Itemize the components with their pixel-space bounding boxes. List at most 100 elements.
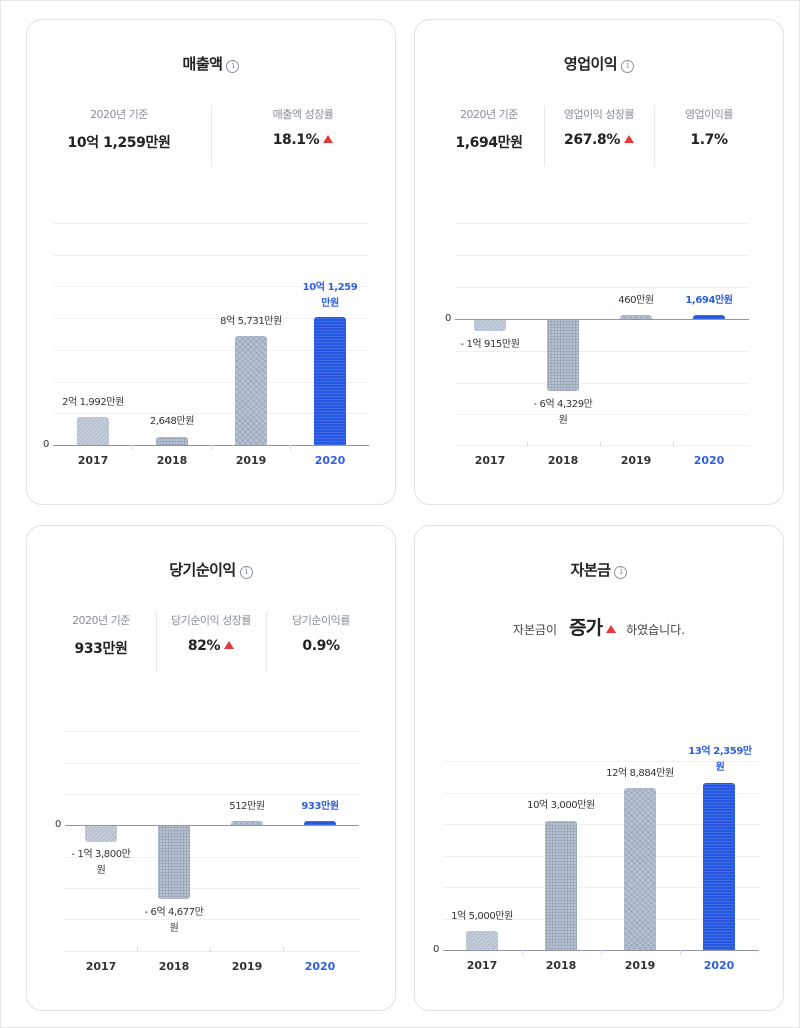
x-tick-label: 2017 — [77, 454, 109, 467]
x-tick-label: 2019 — [624, 959, 656, 972]
bar-value-label: 460만원 — [618, 295, 654, 306]
stat-growth: 당기순이익 성장률 82% — [156, 612, 266, 672]
stat-value: 10억 1,259만원 — [67, 135, 171, 151]
bar-2020[interactable] — [304, 821, 336, 825]
bar-2020[interactable] — [314, 317, 346, 445]
info-icon[interactable]: i — [621, 60, 635, 73]
net-income-card: 당기순이익 i 2020년 기준 933만원 당기순이익 성장률 82% 당기순이… — [26, 525, 396, 1011]
stat-value: 82% — [156, 638, 266, 654]
bar-2017[interactable] — [474, 320, 506, 331]
stat-value: 1,694만원 — [455, 135, 523, 151]
operating-title-text: 영업이익 — [563, 55, 618, 73]
zero-label: 0 — [433, 944, 440, 955]
x-tick-label: 2018 — [158, 960, 190, 973]
net-title: 당기순이익 i — [27, 559, 395, 580]
gridline — [443, 856, 759, 857]
bar-value-label: 1,694만원 — [685, 295, 733, 306]
gridline — [443, 761, 759, 762]
capital-title: 자본금 i — [415, 559, 783, 580]
zero-label: 0 — [55, 819, 62, 830]
zero-axis — [455, 319, 749, 320]
bar-value-label: - 1억 915만원 — [460, 339, 520, 350]
capital-title-text: 자본금 — [570, 561, 611, 579]
gridline — [455, 445, 749, 446]
stat-label: 당기순이익률 — [292, 614, 350, 627]
x-tick-label: 2019 — [620, 454, 652, 467]
x-tick-label: 2017 — [474, 454, 506, 467]
stat-value: 267.8% — [544, 132, 654, 148]
tick — [601, 950, 602, 955]
info-icon[interactable]: i — [226, 60, 240, 73]
stat-base: 2020년 기준 1,694만원 — [434, 106, 544, 152]
bar-2017[interactable] — [77, 417, 109, 445]
stat-growth: 영업이익 성장률 267.8% — [544, 106, 654, 166]
tick — [522, 950, 523, 955]
tick — [210, 947, 211, 952]
gridline — [53, 382, 369, 383]
tick — [527, 442, 528, 447]
x-tick-label: 2019 — [235, 454, 267, 467]
capital-card: 자본금 i 자본금이 증가 하였습니다. 0 1억 5,000만원 10억 3,000… — [414, 525, 784, 1011]
bar-2018[interactable] — [547, 320, 579, 391]
x-tick-label: 2018 — [547, 454, 579, 467]
bar-2018[interactable] — [156, 437, 188, 445]
bar-2019[interactable] — [624, 788, 656, 950]
bar-2019[interactable] — [235, 336, 267, 445]
gridline — [455, 287, 749, 288]
gridline — [65, 951, 359, 952]
capital-chart: 0 1억 5,000만원 10억 3,000만원 12억 8,884만원 13억… — [433, 736, 759, 996]
stat-label: 2020년 기준 — [460, 108, 518, 121]
bar-2019[interactable] — [620, 315, 652, 319]
gridline — [455, 223, 749, 224]
bar-2020[interactable] — [693, 315, 725, 319]
bar-value-label: 12억 8,884만원 — [606, 768, 674, 779]
revenue-chart: 0 2억 1,992만원 2,648만원 8억 5,731만원 10억 1,25… — [43, 220, 369, 480]
bar-value-label: - 6억 4,677만원 — [144, 907, 204, 934]
gridline — [443, 919, 759, 920]
bar-2018[interactable] — [158, 826, 190, 899]
tick — [290, 445, 291, 450]
stat-label: 2020년 기준 — [90, 108, 148, 121]
stat-margin: 당기순이익률 0.9% — [266, 612, 376, 672]
bar-2019[interactable] — [231, 821, 263, 825]
x-tick-label: 2018 — [156, 454, 188, 467]
bar-value-label: - 6억 4,329만원 — [533, 399, 593, 426]
bar-value-label: - 1억 3,800만원 — [71, 849, 131, 876]
tick — [673, 442, 674, 447]
gridline — [53, 318, 369, 319]
stat-label: 당기순이익 성장률 — [171, 614, 251, 627]
stat-value: 933만원 — [74, 641, 128, 657]
up-arrow-icon — [224, 641, 235, 649]
stat-growth: 매출액 성장률 18.1% — [211, 106, 395, 166]
tick — [132, 445, 133, 450]
gridline — [53, 350, 369, 351]
revenue-card: 매출액 i 2020년 기준 10억 1,259만원 매출액 성장률 18.1% … — [26, 19, 396, 505]
stat-base: 2020년 기준 933만원 — [46, 612, 156, 658]
bar-2017[interactable] — [85, 826, 117, 842]
info-icon[interactable]: i — [614, 566, 628, 579]
stat-margin: 영업이익률 1.7% — [654, 106, 764, 166]
bar-2017[interactable] — [466, 931, 498, 950]
gridline — [53, 255, 369, 256]
x-tick-label: 2019 — [231, 960, 263, 973]
tick — [680, 950, 681, 955]
info-icon[interactable]: i — [239, 566, 253, 579]
bar-2018[interactable] — [545, 821, 577, 950]
revenue-stats: 2020년 기준 10억 1,259만원 매출액 성장률 18.1% — [27, 106, 395, 166]
x-tick-label: 2020 — [314, 454, 346, 467]
bar-2020[interactable] — [703, 783, 735, 950]
gridline — [53, 223, 369, 224]
sentence-prefix: 자본금이 — [512, 623, 558, 637]
stat-label: 영업이익 성장률 — [563, 108, 635, 121]
bar-value-label: 933만원 — [301, 801, 339, 812]
tick — [283, 947, 284, 952]
operating-chart: 0 - 1억 915만원 - 6억 4,329만원 460만원 1,694만원 … — [445, 220, 749, 480]
gridline — [443, 824, 759, 825]
capital-sentence: 자본금이 증가 하였습니다. — [415, 613, 783, 640]
x-tick-label: 2020 — [304, 960, 336, 973]
stat-value-text: 267.8% — [564, 132, 620, 148]
stat-value-text: 82% — [187, 638, 221, 654]
stat-base: 2020년 기준 10억 1,259만원 — [27, 106, 211, 152]
gridline — [65, 794, 359, 795]
operating-title: 영업이익 i — [415, 53, 783, 74]
